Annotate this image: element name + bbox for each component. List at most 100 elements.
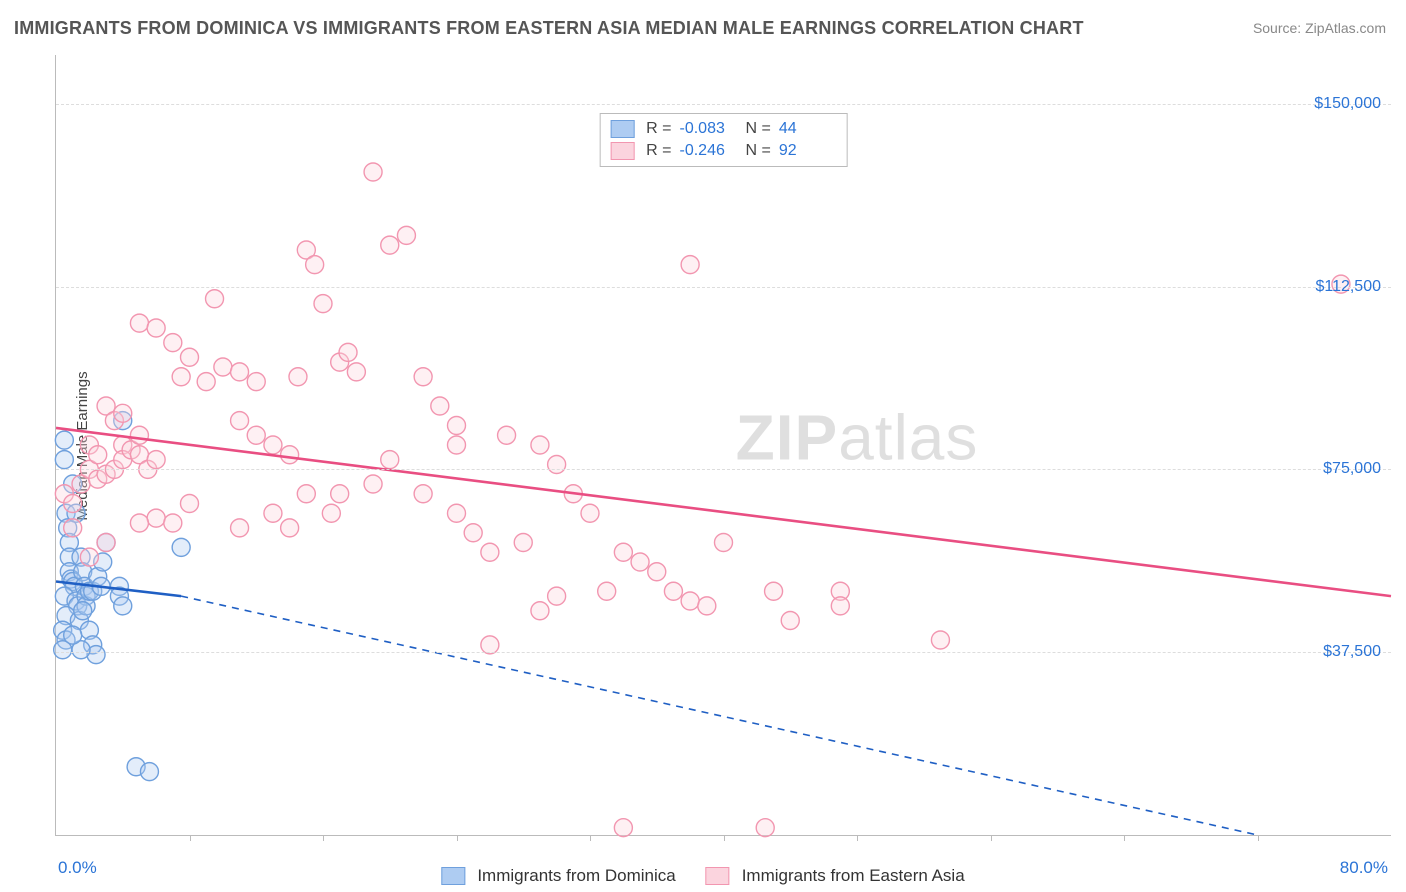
scatter-point: [264, 436, 282, 454]
scatter-point: [397, 226, 415, 244]
scatter-point: [114, 597, 132, 615]
scatter-point: [339, 343, 357, 361]
scatter-point: [322, 504, 340, 522]
chart-container: IMMIGRANTS FROM DOMINICA VS IMMIGRANTS F…: [0, 0, 1406, 892]
scatter-point: [55, 451, 73, 469]
x-tick: [1124, 835, 1125, 841]
scatter-point: [130, 314, 148, 332]
scatter-point: [181, 495, 199, 513]
x-tick: [1258, 835, 1259, 841]
trendline-extrapolated: [181, 596, 1257, 835]
r-value-2: -0.246: [680, 142, 738, 160]
trendline: [56, 428, 1391, 596]
scatter-point: [114, 404, 132, 422]
legend-swatch-2: [610, 142, 634, 160]
scatter-point: [231, 519, 249, 537]
gridline: [56, 652, 1391, 653]
scatter-point: [130, 514, 148, 532]
scatter-point: [64, 626, 82, 644]
scatter-point: [231, 363, 249, 381]
scatter-point: [289, 368, 307, 386]
n-value-2: 92: [779, 142, 837, 160]
scatter-point: [197, 373, 215, 391]
scatter-point: [331, 485, 349, 503]
n-label-2: N =: [746, 142, 771, 160]
scatter-point: [931, 631, 949, 649]
scatter-point: [80, 548, 98, 566]
scatter-point: [448, 417, 466, 435]
x-tick: [190, 835, 191, 841]
legend-stats-row-1: R = -0.083 N = 44: [610, 118, 837, 140]
scatter-point: [172, 368, 190, 386]
y-tick-label: $112,500: [1315, 278, 1381, 296]
n-label-1: N =: [746, 120, 771, 138]
scatter-point: [531, 436, 549, 454]
y-tick-label: $150,000: [1314, 95, 1381, 113]
legend-series: Immigrants from Dominica Immigrants from…: [441, 866, 964, 886]
legend-series-item-1: Immigrants from Dominica: [441, 866, 675, 886]
scatter-point: [715, 534, 733, 552]
gridline: [56, 469, 1391, 470]
scatter-point: [548, 587, 566, 605]
scatter-point: [498, 426, 516, 444]
scatter-point: [214, 358, 232, 376]
x-tick: [457, 835, 458, 841]
scatter-point: [231, 412, 249, 430]
scatter-point: [64, 495, 82, 513]
scatter-point: [97, 534, 115, 552]
scatter-point: [614, 819, 632, 837]
scatter-point: [414, 485, 432, 503]
scatter-point: [89, 446, 107, 464]
scatter-point: [314, 295, 332, 313]
x-tick: [323, 835, 324, 841]
scatter-point: [281, 519, 299, 537]
scatter-point: [664, 582, 682, 600]
plot-area: ZIPatlas R = -0.083 N = 44 R = -0.246 N …: [55, 55, 1391, 836]
x-axis-max-label: 80.0%: [1340, 858, 1388, 878]
scatter-point: [64, 519, 82, 537]
scatter-point: [514, 534, 532, 552]
scatter-point: [631, 553, 649, 571]
chart-title: IMMIGRANTS FROM DOMINICA VS IMMIGRANTS F…: [14, 18, 1084, 39]
x-tick: [857, 835, 858, 841]
y-tick-label: $75,000: [1323, 460, 1381, 478]
scatter-point: [681, 256, 699, 274]
x-tick: [590, 835, 591, 841]
gridline: [56, 104, 1391, 105]
scatter-point: [548, 456, 566, 474]
legend-swatch-1: [610, 120, 634, 138]
scatter-point: [164, 514, 182, 532]
gridline: [56, 287, 1391, 288]
y-tick-label: $37,500: [1323, 643, 1381, 661]
scatter-point: [831, 597, 849, 615]
scatter-point: [781, 612, 799, 630]
legend-stats-box: R = -0.083 N = 44 R = -0.246 N = 92: [599, 113, 848, 167]
scatter-point: [698, 597, 716, 615]
scatter-point: [364, 163, 382, 181]
scatter-point: [297, 485, 315, 503]
scatter-point: [581, 504, 599, 522]
scatter-point: [74, 602, 92, 620]
scatter-point: [147, 319, 165, 337]
scatter-point: [381, 451, 399, 469]
scatter-point: [448, 436, 466, 454]
scatter-point: [247, 426, 265, 444]
scatter-point: [55, 431, 73, 449]
scatter-point: [681, 592, 699, 610]
legend-series-label-1: Immigrants from Dominica: [477, 866, 675, 886]
scatter-point: [181, 348, 199, 366]
scatter-point: [481, 543, 499, 561]
scatter-point: [648, 563, 666, 581]
x-tick: [724, 835, 725, 841]
scatter-point: [765, 582, 783, 600]
scatter-point: [140, 763, 158, 781]
scatter-point: [414, 368, 432, 386]
plot-svg: [56, 55, 1391, 835]
scatter-point: [614, 543, 632, 561]
scatter-point: [531, 602, 549, 620]
scatter-point: [147, 451, 165, 469]
scatter-point: [281, 446, 299, 464]
scatter-point: [756, 819, 774, 837]
scatter-point: [130, 426, 148, 444]
scatter-point: [264, 504, 282, 522]
